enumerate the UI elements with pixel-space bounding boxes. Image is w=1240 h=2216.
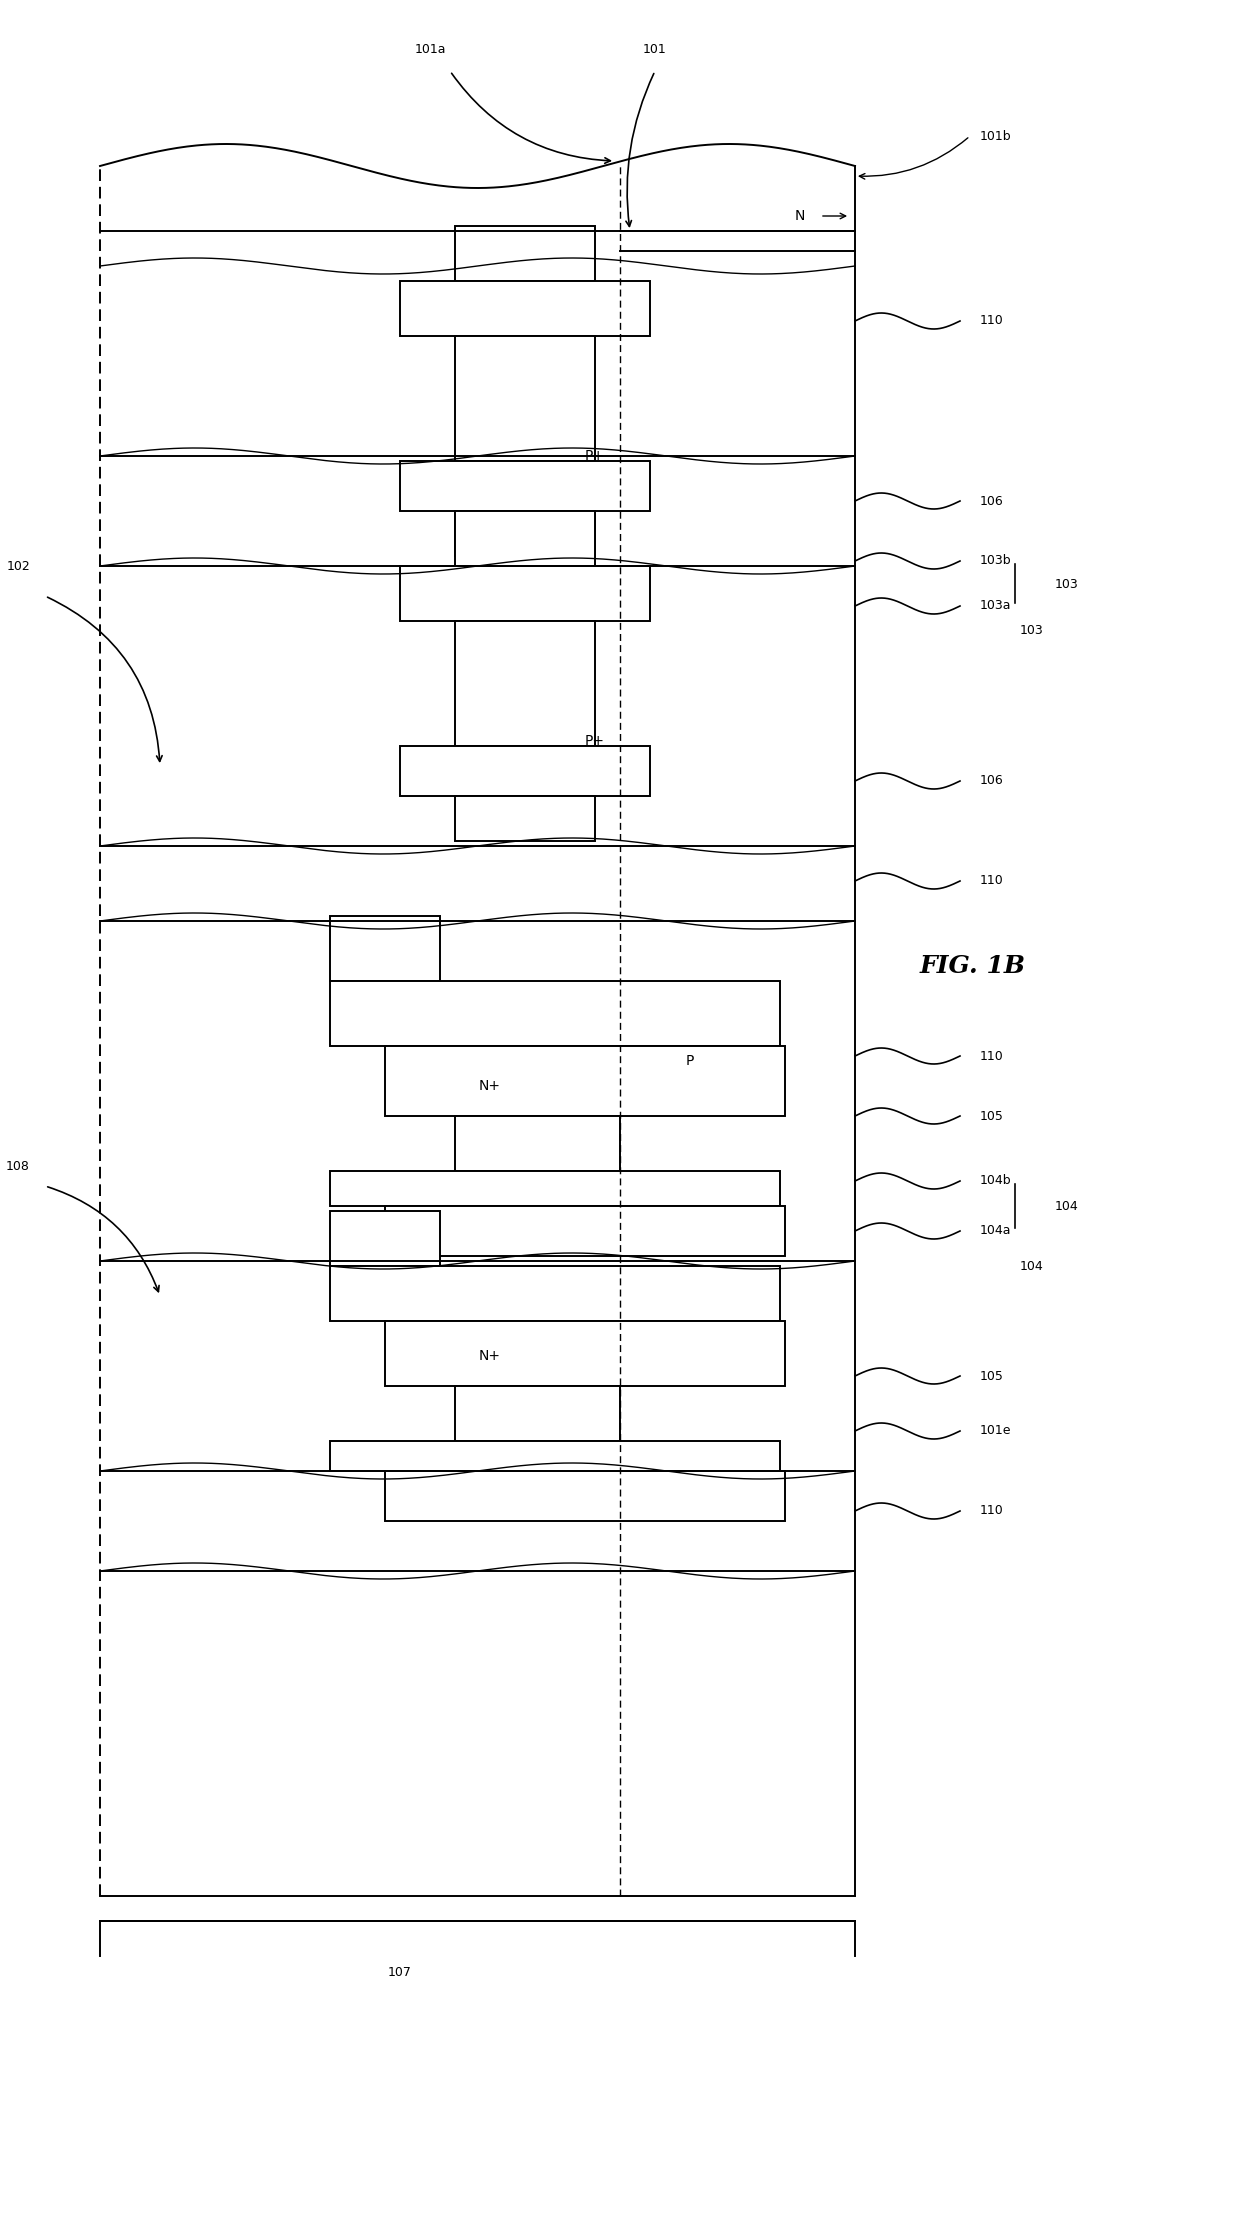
Text: 103a: 103a bbox=[980, 601, 1012, 612]
Text: 110: 110 bbox=[980, 315, 1003, 328]
Text: 106: 106 bbox=[980, 776, 1003, 787]
Bar bbox=[384, 1206, 785, 1256]
Bar bbox=[455, 512, 595, 556]
Text: 101e: 101e bbox=[980, 1425, 1012, 1438]
Bar bbox=[384, 1046, 785, 1117]
Text: 104: 104 bbox=[1021, 1259, 1044, 1272]
Text: 106: 106 bbox=[980, 494, 1003, 507]
Text: 102: 102 bbox=[6, 558, 30, 572]
Text: P: P bbox=[686, 1055, 694, 1068]
Text: 104: 104 bbox=[1055, 1199, 1079, 1212]
Bar bbox=[330, 1440, 780, 1471]
Bar bbox=[455, 620, 595, 747]
Text: FIG. 1B: FIG. 1B bbox=[920, 955, 1025, 977]
Text: 108: 108 bbox=[6, 1159, 30, 1172]
Text: 101b: 101b bbox=[980, 129, 1012, 142]
Text: 110: 110 bbox=[980, 1505, 1003, 1518]
Bar bbox=[401, 281, 650, 337]
Text: 110: 110 bbox=[980, 1050, 1003, 1061]
Text: 101a: 101a bbox=[414, 42, 445, 55]
Bar bbox=[330, 1210, 440, 1265]
Text: 104b: 104b bbox=[980, 1174, 1012, 1188]
Bar bbox=[330, 1170, 780, 1206]
Text: N+: N+ bbox=[479, 1350, 501, 1363]
Text: 103: 103 bbox=[1021, 625, 1044, 638]
Text: N+: N+ bbox=[479, 1079, 501, 1092]
Text: 103: 103 bbox=[1055, 578, 1079, 589]
Bar bbox=[330, 982, 780, 1046]
Text: 103b: 103b bbox=[980, 554, 1012, 567]
Bar bbox=[384, 1471, 785, 1520]
Text: P+: P+ bbox=[585, 450, 605, 463]
Bar bbox=[455, 1385, 620, 1440]
Bar bbox=[401, 461, 650, 512]
Bar bbox=[455, 512, 595, 565]
Bar bbox=[401, 747, 650, 796]
Bar bbox=[330, 1265, 780, 1321]
Bar bbox=[330, 915, 440, 982]
Text: P+: P+ bbox=[585, 733, 605, 749]
Text: 107: 107 bbox=[388, 1966, 412, 1979]
Bar bbox=[455, 337, 595, 461]
Bar bbox=[455, 796, 595, 842]
Bar bbox=[455, 1117, 620, 1170]
Text: N: N bbox=[795, 208, 805, 224]
Bar bbox=[384, 1321, 785, 1385]
Bar bbox=[401, 565, 650, 620]
Text: 101: 101 bbox=[644, 42, 667, 55]
Text: 105: 105 bbox=[980, 1110, 1004, 1124]
Bar bbox=[455, 226, 595, 281]
Text: 105: 105 bbox=[980, 1369, 1004, 1383]
Text: 110: 110 bbox=[980, 875, 1003, 886]
Text: 104a: 104a bbox=[980, 1225, 1012, 1237]
